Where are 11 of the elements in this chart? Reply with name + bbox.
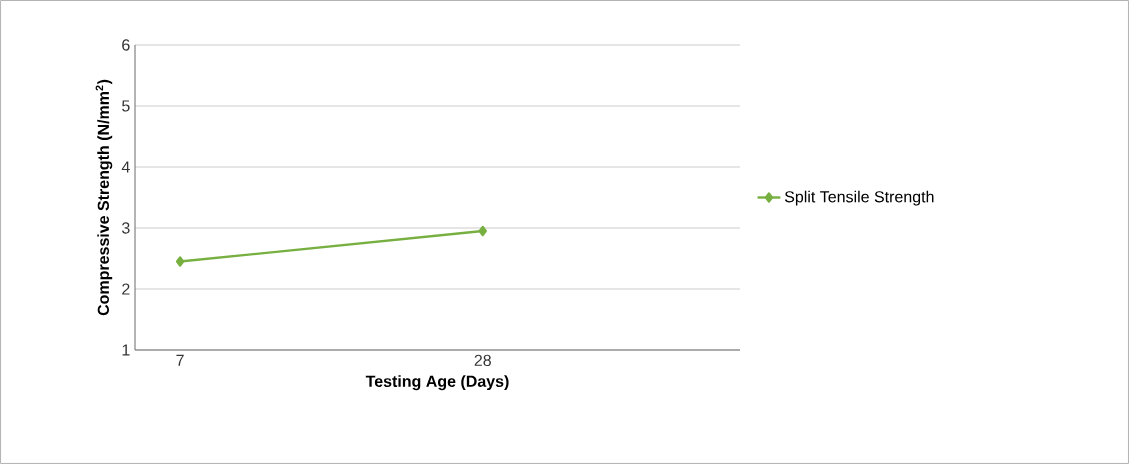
y-axis-title: Compressive Strength (N/mm$^{2}$): [95, 79, 113, 316]
x-tick-label: 7: [176, 354, 184, 366]
y-tick-label: 6: [122, 39, 130, 51]
y-tick-label: 1: [122, 344, 130, 356]
legend-label: Split Tensile Strength: [784, 190, 934, 206]
y-tick-label: 5: [122, 100, 130, 112]
y-tick-label: 2: [122, 283, 130, 295]
x-tick-label: 28: [474, 354, 491, 367]
x-axis-title: Testing Age (Days): [365, 375, 509, 391]
y-tick-label: 4: [121, 161, 130, 173]
y-tick-label: 3: [122, 222, 130, 234]
